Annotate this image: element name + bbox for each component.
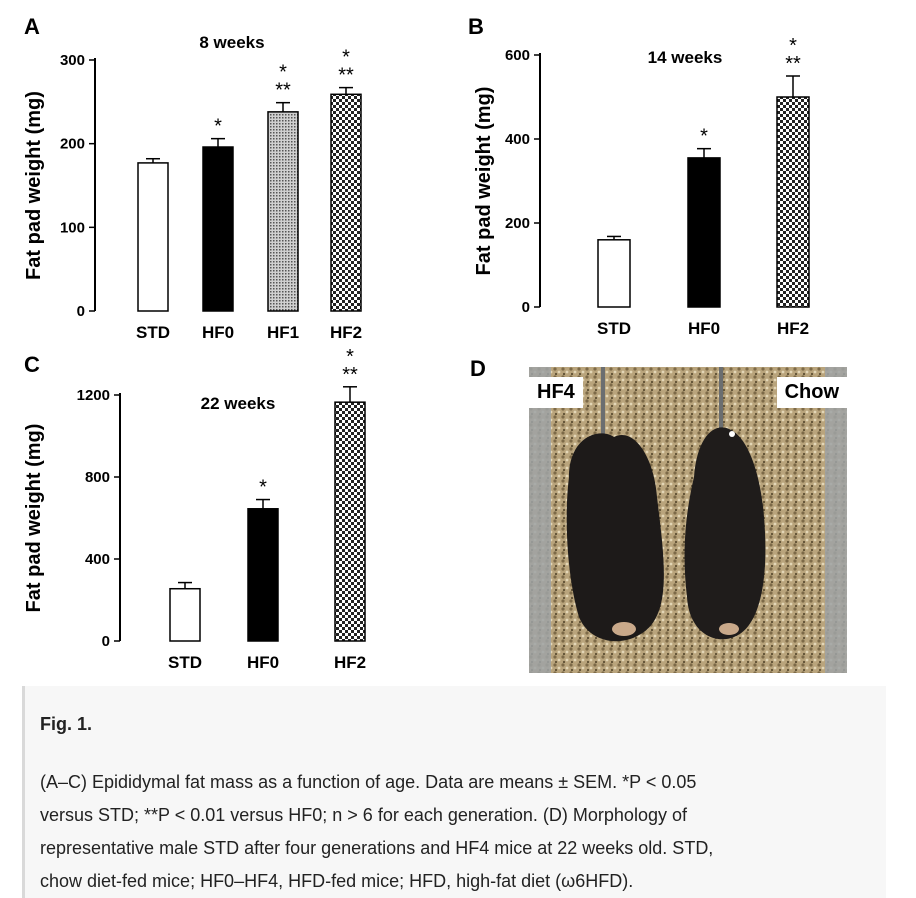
- bar-std: [137, 162, 169, 312]
- caption-line: versus STD; **P < 0.01 versus HF0; n > 6…: [40, 805, 687, 825]
- y-tick-label: 300: [60, 52, 85, 69]
- bar-hf0: [687, 157, 721, 308]
- x-tick-label: HF1: [267, 323, 299, 342]
- significance-single: *: [346, 346, 354, 368]
- caption-divider: [22, 686, 25, 898]
- chart-a-svg: 0 100 200 300 Fat pad weight (mg) 8 weeks STD *…: [23, 33, 362, 342]
- bar-hf0: [202, 146, 234, 312]
- chart-title: 8 weeks: [199, 33, 264, 52]
- y-axis-label: Fat pad weight (mg): [23, 91, 45, 280]
- chart-panel-b: 0 200 400 600 Fat pad weight (mg) 14 weeks STD…: [450, 0, 870, 350]
- y-tick-label: 600: [505, 47, 530, 64]
- x-tick-label: HF2: [777, 319, 809, 338]
- y-tick-label: 100: [60, 219, 85, 236]
- chart-b-svg: 0 200 400 600 Fat pad weight (mg) 14 weeks STD…: [473, 35, 810, 338]
- mice-photo-image: [529, 367, 847, 673]
- significance-single: *: [214, 116, 222, 138]
- panel-label-d: D: [470, 356, 486, 381]
- y-axis-label: Fat pad weight (mg): [23, 424, 45, 613]
- photo-label-hf4: HF4: [529, 377, 583, 408]
- caption-line: chow diet-fed mice; HF0–HF4, HFD-fed mic…: [40, 871, 634, 891]
- y-tick-label: 0: [102, 633, 110, 650]
- significance-single: *: [700, 126, 708, 148]
- x-tick-label: STD: [136, 323, 170, 342]
- caption-line: representative male STD after four gener…: [40, 838, 714, 858]
- bar-hf0: [247, 508, 279, 642]
- chart-panel-c: 0 400 800 1200 Fat pad weight (mg) 22 weeks ST…: [0, 345, 420, 690]
- y-tick-label: 1200: [77, 387, 110, 404]
- significance-double: **: [342, 364, 358, 386]
- bar-hf1: [267, 111, 299, 312]
- bar-hf2: [330, 93, 362, 312]
- panel-label-a: A: [24, 14, 40, 39]
- caption-text: (A–C) Epididymal fat mass as a function …: [40, 766, 880, 898]
- y-tick-label: 200: [505, 215, 530, 232]
- caption-line: (A–C) Epididymal fat mass as a function …: [40, 772, 697, 792]
- chart-panel-a: 0 100 200 300 Fat pad weight (mg) 8 weeks STD *…: [0, 0, 420, 350]
- significance-single: *: [789, 35, 797, 57]
- significance-double: **: [275, 80, 291, 102]
- y-tick-label: 400: [85, 551, 110, 568]
- y-axis-label: Fat pad weight (mg): [473, 87, 495, 276]
- caption-title: Fig. 1.: [40, 714, 93, 734]
- bar-hf2: [776, 96, 810, 308]
- significance-single: *: [342, 47, 350, 69]
- chart-c-svg: 0 400 800 1200 Fat pad weight (mg) 22 weeks ST…: [23, 346, 366, 672]
- x-tick-label: HF2: [334, 653, 366, 672]
- y-tick-label: 0: [77, 303, 85, 320]
- x-tick-label: HF0: [202, 323, 234, 342]
- y-tick-label: 400: [505, 131, 530, 148]
- bar-hf2: [334, 401, 366, 642]
- panel-label-c: C: [24, 352, 40, 377]
- mice-photo: HF4 Chow: [529, 367, 847, 673]
- x-tick-label: HF0: [688, 319, 720, 338]
- significance-double: **: [338, 65, 354, 87]
- chart-title: 22 weeks: [201, 394, 276, 413]
- x-tick-label: HF0: [247, 653, 279, 672]
- y-tick-label: 800: [85, 469, 110, 486]
- bar-std: [597, 239, 631, 308]
- y-tick-label: 200: [60, 136, 85, 153]
- bar-std: [169, 587, 201, 642]
- panel-label-b: B: [468, 14, 484, 39]
- figure-caption: Fig. 1. (A–C) Epididymal fat mass as a f…: [22, 686, 886, 898]
- significance-single: *: [279, 62, 287, 84]
- x-tick-label: HF2: [330, 323, 362, 342]
- chart-title: 14 weeks: [648, 48, 723, 67]
- significance-double: **: [785, 53, 801, 75]
- significance-single: *: [259, 477, 267, 499]
- y-tick-label: 0: [522, 299, 530, 316]
- photo-label-chow: Chow: [776, 377, 847, 408]
- x-tick-label: STD: [168, 653, 202, 672]
- x-tick-label: STD: [597, 319, 631, 338]
